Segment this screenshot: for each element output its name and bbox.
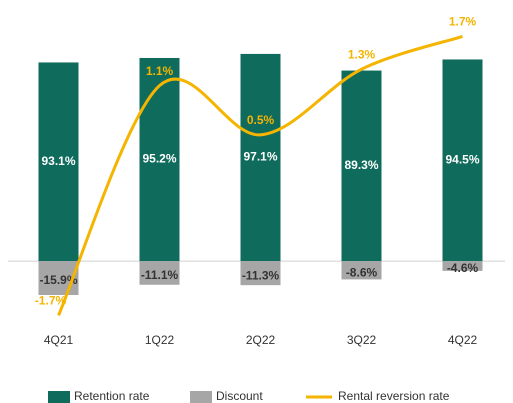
data-label: -8.6% bbox=[346, 265, 378, 279]
data-label: 89.3% bbox=[344, 158, 378, 172]
x-tick-label: 4Q22 bbox=[448, 333, 478, 347]
data-label: -11.3% bbox=[242, 268, 280, 282]
x-tick-label: 3Q22 bbox=[347, 333, 377, 347]
bar bbox=[442, 261, 483, 271]
data-label: 95.2% bbox=[142, 152, 176, 166]
data-label: 97.1% bbox=[243, 150, 277, 164]
line bbox=[57, 34, 463, 316]
bar bbox=[139, 57, 180, 262]
bar bbox=[341, 70, 382, 262]
bar bbox=[139, 261, 180, 285]
data-label: -4.6% bbox=[447, 261, 479, 275]
bar bbox=[240, 261, 281, 286]
data-label: 1.1% bbox=[146, 64, 174, 78]
bar bbox=[442, 59, 483, 262]
legend-label: Discount bbox=[216, 389, 263, 403]
legend-swatch bbox=[48, 391, 70, 403]
data-label: -15.9% bbox=[39, 273, 77, 287]
legend-label: Retention rate bbox=[74, 389, 150, 403]
data-label: -1.7% bbox=[35, 294, 67, 308]
bar bbox=[38, 62, 79, 262]
bar bbox=[341, 261, 382, 280]
data-label: -11.1% bbox=[141, 268, 179, 282]
legend-label: Rental reversion rate bbox=[338, 389, 450, 403]
data-label: 93.1% bbox=[41, 154, 75, 168]
data-label: 94.5% bbox=[445, 152, 479, 166]
data-label: 1.3% bbox=[348, 47, 376, 61]
x-tick-label: 1Q22 bbox=[145, 333, 175, 347]
x-tick-label: 4Q21 bbox=[44, 333, 74, 347]
bar bbox=[240, 53, 281, 262]
x-tick-label: 2Q22 bbox=[246, 333, 276, 347]
legend-swatch bbox=[190, 391, 212, 403]
data-label: 0.5% bbox=[247, 113, 275, 127]
data-label: 1.7% bbox=[449, 15, 477, 29]
